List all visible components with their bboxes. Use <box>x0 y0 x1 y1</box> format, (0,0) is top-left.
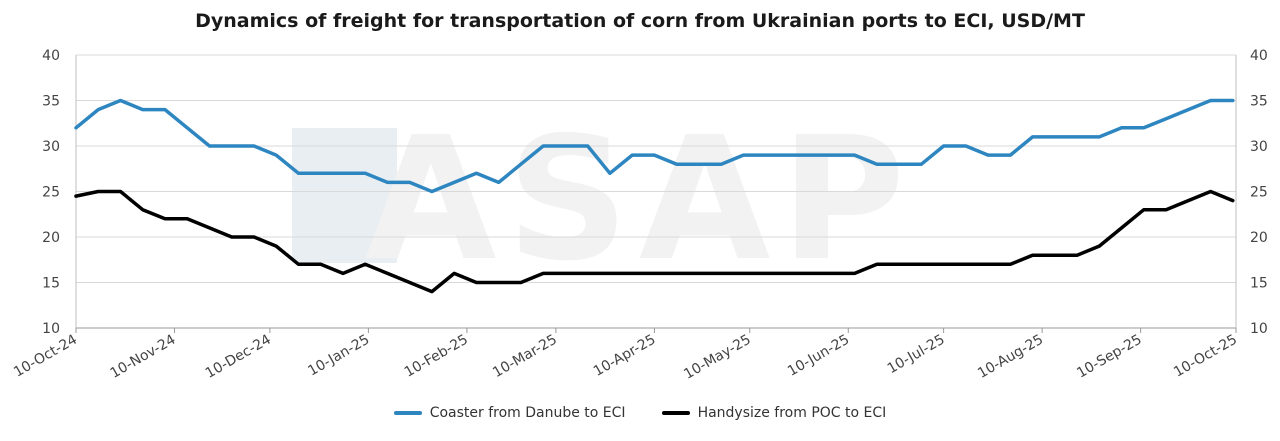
watermark-emblem <box>292 128 397 263</box>
gridlines <box>76 54 1236 283</box>
y-tick-label-right: 25 <box>1250 185 1268 201</box>
chart-title: Dynamics of freight for transportation o… <box>195 10 1085 32</box>
y-tick-label-right: 10 <box>1250 321 1268 337</box>
x-tick-label: 10-May-25 <box>681 332 753 383</box>
legend-swatch-coaster <box>393 411 422 415</box>
x-tick-label: 10-Dec-24 <box>203 332 274 382</box>
y-tick-label-left: 30 <box>42 139 60 155</box>
y-tick-label-right: 30 <box>1250 139 1268 155</box>
y-tick-label-right: 35 <box>1250 94 1268 110</box>
legend-label-coaster: Coaster from Danube to ECI <box>429 405 626 421</box>
x-axis-ticks: 10-Oct-24 10-Nov-24 10-Dec-24 10-Jan-25 10-F… <box>11 328 1240 383</box>
y-axis-right-ticks: 10 15 20 25 30 35 40 <box>1250 48 1268 337</box>
axes <box>75 55 1237 329</box>
y-tick-label-right: 20 <box>1250 230 1268 246</box>
series-line-coaster <box>74 98 1235 194</box>
x-tick-label: 10-Oct-25 <box>1171 332 1240 381</box>
legend-item-handysize: Handysize from POC to ECI <box>661 405 887 421</box>
y-tick-label-left: 40 <box>42 48 60 64</box>
y-tick-label-right: 15 <box>1250 276 1268 292</box>
x-tick-label: 10-Feb-25 <box>402 332 471 381</box>
y-tick-label-left: 20 <box>42 230 60 246</box>
watermark-logo: ASAP <box>292 101 915 299</box>
x-tick-label: 10-Oct-24 <box>11 332 80 381</box>
y-tick-label-left: 15 <box>42 276 60 292</box>
x-tick-label: 10-Jan-25 <box>305 332 372 380</box>
series-lines <box>74 98 1235 294</box>
x-tick-label: 10-Jul-25 <box>885 332 948 378</box>
x-tick-label: 10-Nov-24 <box>108 332 179 382</box>
x-tick-label: 10-Sep-25 <box>1074 332 1144 382</box>
x-tick-label: 10-Aug-25 <box>975 332 1046 382</box>
x-tick-label: 10-Apr-25 <box>591 332 659 380</box>
legend-item-coaster: Coaster from Danube to ECI <box>393 405 626 421</box>
y-tick-label-left: 35 <box>42 94 60 110</box>
y-tick-label-left: 10 <box>42 321 60 337</box>
y-tick-label-left: 25 <box>42 185 60 201</box>
series-line-handysize <box>74 189 1235 294</box>
legend-swatch-handysize <box>661 411 690 415</box>
x-tick-label: 10-Mar-25 <box>490 332 560 381</box>
legend-label-handysize: Handysize from POC to ECI <box>697 405 887 421</box>
y-axis-left-ticks: 10 15 20 25 30 35 40 <box>42 48 60 337</box>
watermark-text: ASAP <box>365 101 915 299</box>
y-tick-label-right: 40 <box>1250 48 1268 64</box>
x-tick-label: 10-Jun-25 <box>785 332 852 380</box>
legend: Coaster from Danube to ECI Handysize fro… <box>0 405 1280 421</box>
